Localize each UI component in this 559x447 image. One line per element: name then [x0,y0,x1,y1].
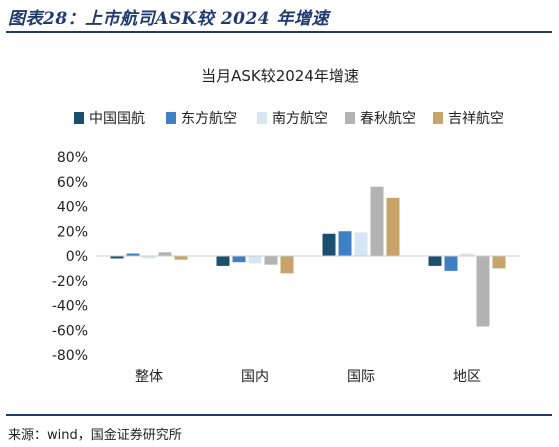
y-tick-label: 0% [66,249,88,265]
figure-title: 图表28：上市航司ASK较 2024 年增速 [8,9,330,29]
bar [492,256,506,269]
bar [370,186,384,256]
legend-label: 东方航空 [181,111,237,127]
bar [110,256,124,259]
bottom-rule [6,414,552,416]
top-rule [6,31,552,33]
y-tick-label: -40% [52,299,88,315]
x-tick-label: 国际 [347,369,375,385]
x-tick-label: 整体 [135,369,163,385]
bar [174,256,188,260]
legend-swatch [433,112,443,124]
legend-swatch [74,112,84,124]
bars [110,186,506,327]
y-tick-label: 60% [57,175,88,191]
legend-label: 春秋航空 [360,111,416,127]
y-tick-label: 80% [57,150,88,166]
bar [476,256,490,327]
legend-swatch [257,112,267,124]
bar [248,256,262,264]
bar [126,253,140,256]
y-tick-label: -80% [52,348,88,364]
bar [460,253,474,256]
y-tick-label: 20% [57,224,88,240]
y-tick-label: -20% [52,274,88,290]
y-axis: 80% 60% 40% 20% 0% -20% -40% -60% -80% [52,150,88,364]
bar [232,256,246,263]
legend: 中国国航 东方航空 南方航空 春秋航空 吉祥航空 [74,111,504,127]
y-tick-label: 40% [57,200,88,216]
bar [158,252,172,256]
x-tick-label: 地区 [453,369,481,385]
legend-label: 吉祥航空 [448,111,504,127]
bar [386,197,400,256]
y-tick-label: -60% [52,323,88,339]
x-axis: 整体 国内 国际 地区 [96,255,520,385]
bar [264,256,278,265]
legend-label: 南方航空 [272,111,328,127]
bar [428,256,442,266]
legend-swatch [345,112,355,124]
bar [338,231,352,256]
legend-swatch [166,112,176,124]
chart-title: 当月ASK较2024年增速 [201,67,359,85]
bar [444,256,458,271]
legend-label: 中国国航 [89,111,145,127]
x-tick-label: 国内 [241,369,269,385]
bar [142,256,156,259]
bar [354,232,368,256]
bar [280,256,294,274]
bar [216,256,230,266]
bar [322,233,336,256]
source-note: 来源：wind，国金证券研究所 [8,428,182,443]
